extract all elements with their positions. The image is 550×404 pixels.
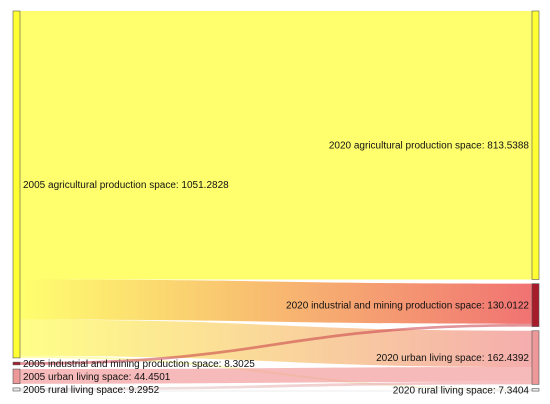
sankey-link-r05-u20 [20, 381, 532, 391]
sankey-link-i05-i20 [20, 323, 532, 365]
sankey-label-a20: 2020 agricultural production space: 813.… [329, 141, 530, 152]
sankey-link-r05-r20 [20, 390, 532, 392]
sankey-nodes [12, 10, 540, 392]
sankey-label-r20: 2020 rural living space: 7.3404 [393, 385, 530, 396]
sankey-links [20, 11, 532, 392]
sankey-node-i20 [531, 283, 540, 327]
sankey-node-a20 [531, 10, 540, 280]
sankey-label-i05: 2005 industrial and mining production sp… [23, 359, 255, 370]
sankey-node-r20 [531, 388, 540, 392]
sankey-label-u05: 2005 urban living space: 44.4501 [23, 372, 171, 383]
sankey-label-r05: 2005 rural living space: 9.2952 [23, 385, 160, 396]
sankey-node-i05 [12, 361, 21, 366]
sankey-node-r05 [12, 387, 21, 392]
sankey-link-a05-i20 [20, 279, 532, 324]
sankey-node-a05 [12, 10, 21, 359]
sankey-label-a05: 2005 agricultural production space: 1051… [23, 180, 229, 191]
sankey-link-a05-a20 [20, 11, 532, 280]
sankey-label-i20: 2020 industrial and mining production sp… [286, 301, 529, 312]
sankey-node-u05 [12, 368, 21, 385]
sankey-label-u20: 2020 urban living space: 162.4392 [376, 353, 529, 364]
sankey-labels: 2005 agricultural production space: 1051… [23, 141, 529, 397]
sankey-node-u20 [531, 330, 540, 385]
sankey-link-u05-u20 [20, 367, 532, 384]
